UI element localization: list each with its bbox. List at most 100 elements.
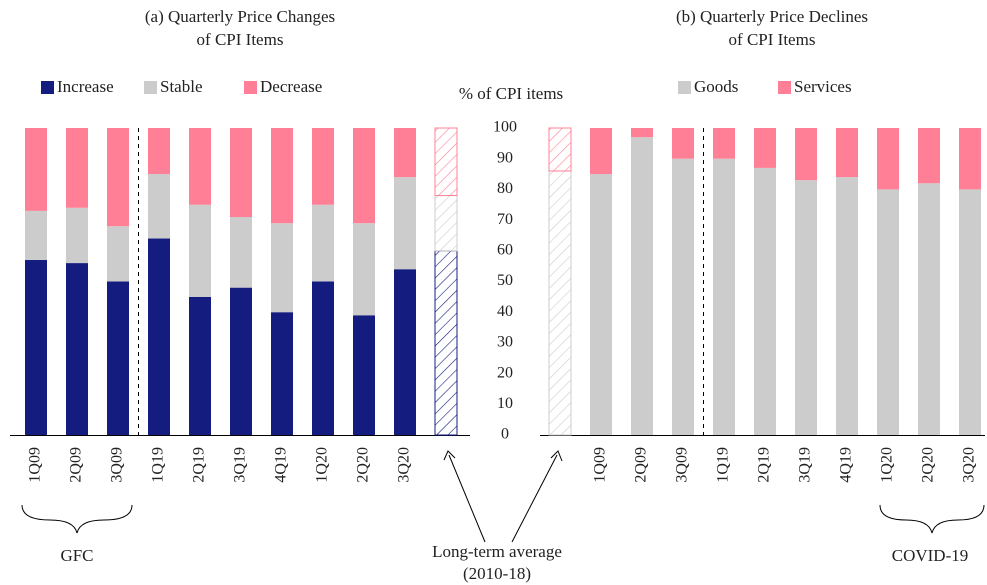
bar-segment [271,312,293,435]
x-tick-label: 3Q09 [674,447,691,483]
bar-segment [877,189,899,435]
bar-segment [312,128,334,205]
legend-swatch [144,81,157,94]
y-tick-label: 90 [497,149,513,166]
y-tick-label: 50 [497,272,513,289]
x-tick-label: 3Q09 [109,447,126,483]
legend-label: Stable [160,77,203,96]
x-tick-label: 1Q09 [27,447,44,483]
bar-segment [795,128,817,181]
annotation: COVID-19 [892,546,969,565]
x-tick-label: 2Q19 [191,447,208,483]
x-tick-label: 3Q19 [797,447,814,483]
bar-segment [434,250,458,436]
legend-label: Goods [694,77,738,96]
bar-segment [107,128,129,227]
x-tick-label: 1Q19 [150,447,167,483]
y-tick-label: 100 [493,119,517,136]
bar-segment [189,296,211,435]
x-tick-label: 1Q20 [314,447,331,483]
bar-segment [189,204,211,297]
bar-segment [918,183,940,435]
bar-segment [189,128,211,205]
y-axis-label: % of CPI items [459,84,563,103]
x-tick-label: 3Q19 [232,447,249,483]
arrow-head [443,450,456,461]
legend-swatch [778,81,791,94]
y-tick-label: 70 [497,211,513,228]
y-tick-label: 20 [497,364,513,381]
x-tick-label: 3Q20 [961,447,978,483]
y-tick-label: 30 [497,334,513,351]
bar-segment [230,217,252,288]
arrow-head [550,450,563,462]
x-tick-label: 1Q09 [592,447,609,483]
bar-segment [590,174,612,436]
bar-segment [394,269,416,435]
bar-segment [66,207,88,264]
bar-segment [754,128,776,168]
x-tick-label: 4Q19 [273,447,290,483]
arrow [511,454,558,543]
bar-segment [148,238,170,435]
bar-segment [672,128,694,159]
x-tick-label: 2Q20 [920,447,937,483]
bar-segment [836,128,858,178]
bar-segment [631,128,653,138]
bar-segment [877,128,899,190]
y-tick-label: 40 [497,303,513,320]
y-tick-label: 60 [497,241,513,258]
bar-segment [590,128,612,175]
x-tick-label: 2Q20 [355,447,372,483]
arrow [448,454,486,543]
bar-segment [271,223,293,313]
bar-segment [148,128,170,175]
x-tick-label: 3Q20 [396,447,413,483]
bar-segment [25,210,47,261]
legend-label: Decrease [260,77,322,96]
note: (2010-18) [463,564,531,583]
bar-segment [959,128,981,190]
bar-segment [713,128,735,159]
bar-segment [754,167,776,435]
note: Long-term average [432,542,562,561]
bar-segment [434,127,458,197]
bar-segment [918,128,940,184]
bar-segment [66,128,88,208]
y-tick-label: 0 [501,426,509,443]
bar-segment [230,128,252,218]
bar-segment [836,177,858,435]
bar-segment [795,180,817,435]
bar-segment [713,158,735,435]
bar-segment [548,127,572,172]
bar-segment [434,195,458,252]
bar-segment [25,260,47,435]
x-tick-label: 1Q20 [879,447,896,483]
y-tick-label: 10 [497,395,513,412]
bar-segment [353,128,375,224]
bar-segment [66,263,88,435]
bar-segment [312,281,334,435]
x-tick-label: 2Q09 [633,447,650,483]
x-tick-label: 4Q19 [838,447,855,483]
bar-segment [25,128,47,211]
x-tick-label: 1Q19 [715,447,732,483]
bar-segment [353,315,375,435]
legend-swatch [678,81,691,94]
x-tick-label: 2Q09 [68,447,85,483]
chart-title: (a) Quarterly Price Changes [145,7,335,26]
legend-swatch [41,81,54,94]
bar-segment [230,287,252,435]
legend-swatch [244,81,257,94]
bar-segment [672,158,694,435]
x-tick-label: 2Q19 [756,447,773,483]
legend-label: Increase [57,77,114,96]
y-tick-label: 80 [497,180,513,197]
legend-label: Services [794,77,852,96]
bar-segment [394,177,416,270]
chart-title: of CPI Items [197,30,284,49]
bar-segment [271,128,293,224]
bar-segment [148,174,170,239]
